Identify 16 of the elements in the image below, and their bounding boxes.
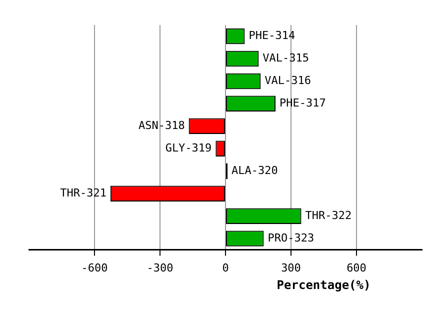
y-tick-label: THR-322 [305, 208, 352, 222]
y-tick-label: THR-321 [60, 186, 106, 200]
y-tick-label: GLY-319 [165, 142, 212, 154]
y-tick-label: PHE-314 [248, 29, 296, 42]
y-tick-label: ALA-320 [232, 164, 278, 177]
x-tick-label: -300 [146, 261, 174, 274]
x-axis-title: Percentage(%) [276, 278, 371, 292]
x-tick-label: 0 [222, 261, 229, 274]
y-tick-label: PHE-317 [280, 96, 326, 110]
y-tick-label: VAL-315 [262, 52, 310, 65]
x-tick-label: 600 [346, 261, 366, 274]
y-tick-label: ASN-318 [138, 119, 185, 132]
y-tick-label: PRO-323 [268, 231, 314, 244]
y-tick-label: VAL-316 [264, 74, 312, 88]
x-tick-label: 300 [281, 261, 301, 274]
x-tick-label: -600 [81, 261, 108, 274]
